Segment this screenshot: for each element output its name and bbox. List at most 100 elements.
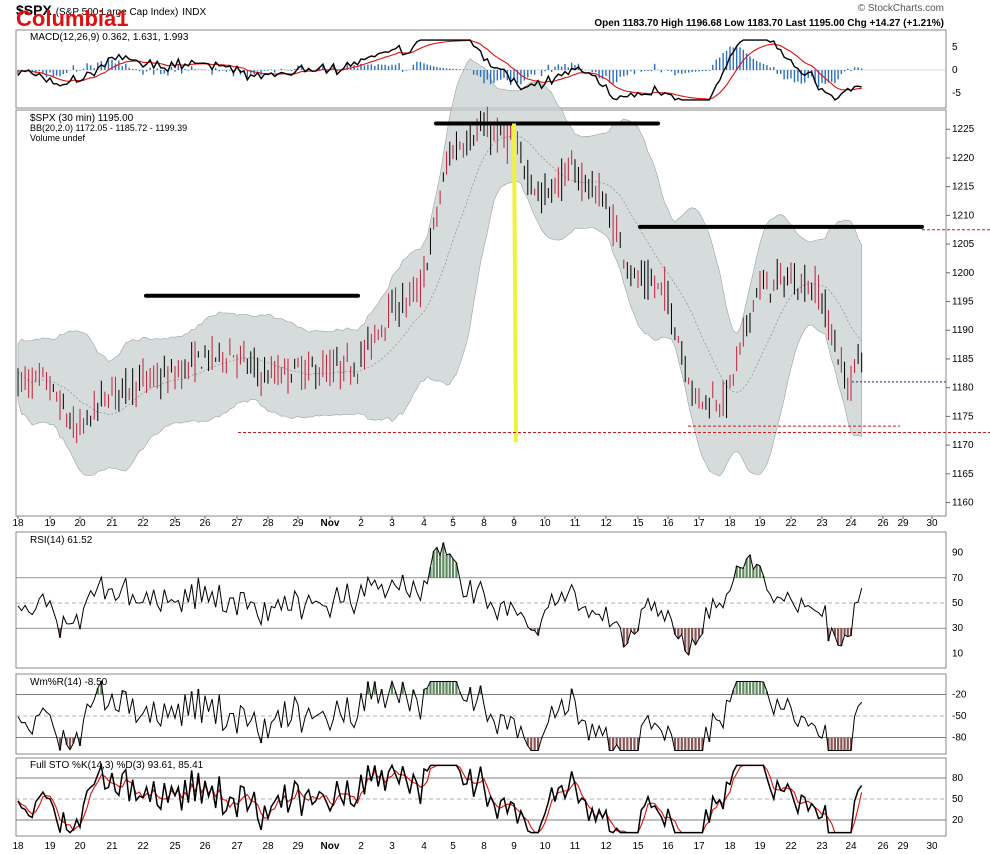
- date-label: 29: [292, 518, 304, 529]
- copyright: © StockCharts.com: [857, 3, 944, 14]
- date-label: 19: [754, 518, 766, 529]
- rsi-legend: RSI(14) 61.52: [30, 535, 93, 546]
- price-scale-label: 1180: [952, 383, 974, 394]
- date-label: 20: [74, 841, 86, 852]
- price-scale-label: 1210: [952, 210, 975, 221]
- quote-line: Open 1183.70 High 1196.68 Low 1183.70 La…: [594, 18, 944, 29]
- date-label: 16: [662, 518, 674, 529]
- date-label: 26: [199, 841, 211, 852]
- date-label: 21: [106, 841, 118, 852]
- price-scale-label: 1195: [952, 297, 974, 308]
- stochastic-plot: [17, 762, 863, 834]
- date-label: 25: [169, 841, 181, 852]
- macd-legend: MACD(12,26,9) 0.362, 1.631, 1.993: [30, 32, 189, 43]
- date-label: Nov: [321, 518, 340, 529]
- price-scale-label: 1175: [952, 411, 974, 422]
- date-label: 30: [926, 518, 938, 529]
- date-label: 5: [450, 841, 456, 852]
- date-label: 12: [600, 841, 612, 852]
- date-label: 19: [44, 518, 56, 529]
- date-label: 11: [570, 518, 581, 529]
- date-label: 22: [137, 841, 149, 852]
- date-label: 9: [511, 518, 517, 529]
- date-label: 2: [358, 841, 364, 852]
- sto-scale-label: 80: [952, 773, 964, 784]
- date-label: 29: [897, 518, 909, 529]
- bollinger-band: [17, 58, 862, 477]
- price-scale-label: 1165: [952, 469, 974, 480]
- wpr-legend: Wm%R(14) -8.50: [30, 677, 108, 688]
- date-label: 18: [724, 841, 736, 852]
- price-scale-label: 1190: [952, 325, 974, 336]
- date-label: 4: [421, 841, 427, 852]
- wpr-scale-label: -80: [952, 733, 967, 744]
- sto-line: [17, 762, 863, 834]
- date-label: 2: [358, 518, 364, 529]
- date-label: 15: [632, 518, 644, 529]
- date-label: 19: [44, 841, 56, 852]
- date-label: 25: [169, 518, 181, 529]
- date-label: 3: [389, 518, 395, 529]
- symbol-ticker: $SPX: [16, 2, 52, 18]
- date-label: 22: [785, 518, 797, 529]
- macd-plot: [17, 39, 863, 101]
- macd-line: [17, 39, 862, 101]
- date-label: 10: [539, 841, 551, 852]
- date-label: 26: [877, 518, 889, 529]
- price-legend-main: $SPX (30 min) 1195.00: [30, 113, 134, 124]
- date-label: 9: [511, 841, 517, 852]
- date-label: Nov: [321, 841, 340, 852]
- price-scale-label: 1205: [952, 239, 975, 250]
- marker-line-yellow: [512, 123, 518, 443]
- date-label: 18: [12, 841, 24, 852]
- date-label: 5: [450, 518, 456, 529]
- date-label: 26: [877, 841, 889, 852]
- date-label: 8: [481, 841, 487, 852]
- macd-scale-label: 5: [952, 42, 958, 53]
- rsi-scale-label: 50: [952, 598, 964, 609]
- date-label: 27: [231, 841, 243, 852]
- rsi-panel-frame: [15, 531, 947, 669]
- date-label: 21: [106, 518, 118, 529]
- price-scale-label: 1220: [952, 153, 975, 164]
- date-label: 12: [600, 518, 612, 529]
- date-label: 18: [724, 518, 736, 529]
- date-label: 8: [481, 518, 487, 529]
- rsi-scale-label: 30: [952, 623, 964, 634]
- index-name: (S&P 500 Large Cap Index): [55, 7, 179, 18]
- price-bars: [17, 106, 863, 444]
- price-scale-label: 1185: [952, 354, 974, 365]
- price-scale-label: 1160: [952, 498, 974, 509]
- date-label: 29: [292, 841, 304, 852]
- date-label: 4: [421, 518, 427, 529]
- sto-scale-label: 20: [952, 815, 964, 826]
- macd-signal-line: [17, 39, 862, 100]
- rsi-line: [17, 542, 863, 656]
- date-label: 19: [754, 841, 766, 852]
- date-label: 23: [816, 841, 828, 852]
- date-label: 11: [570, 841, 581, 852]
- wpr-scale-label: -50: [952, 711, 967, 722]
- macd-scale-label: 0: [952, 65, 958, 76]
- exchange-label: INDX: [182, 7, 207, 18]
- date-label: 27: [231, 518, 243, 529]
- price-scale-label: 1215: [952, 182, 975, 193]
- axis-labels: 1225122012151210120512001195119011851180…: [12, 42, 974, 852]
- date-label: 28: [262, 518, 274, 529]
- macd-scale-label: -5: [952, 88, 961, 99]
- price-scale-label: 1200: [952, 268, 975, 279]
- bollinger-band-area: [17, 58, 862, 477]
- overlay-title: Columbia1: [16, 6, 129, 31]
- date-label: 18: [12, 518, 24, 529]
- date-label: 15: [632, 841, 644, 852]
- price-legend-bb: BB(20,2.0) 1172.05 - 1185.72 - 1199.39: [30, 123, 187, 133]
- rsi-scale-label: 70: [952, 573, 964, 584]
- date-label: 26: [199, 518, 211, 529]
- date-label: 28: [262, 841, 274, 852]
- date-label: 10: [539, 518, 551, 529]
- price-scale-label: 1170: [952, 440, 974, 451]
- date-label: 30: [926, 841, 938, 852]
- date-label: 24: [845, 841, 857, 852]
- price-scale-label: 1225: [952, 124, 975, 135]
